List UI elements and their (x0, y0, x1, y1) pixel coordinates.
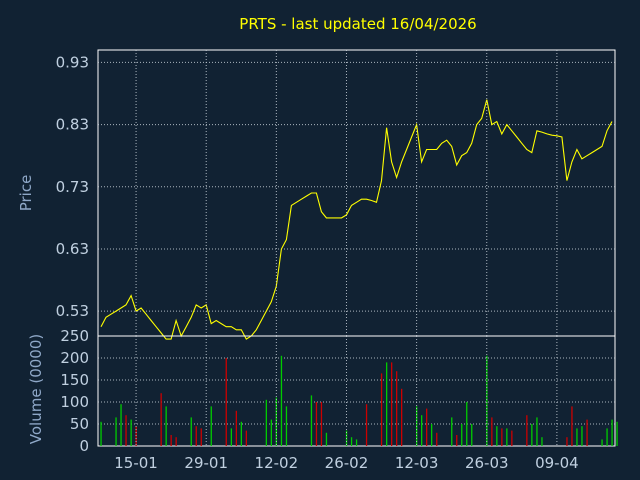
volume-bar (160, 393, 162, 446)
volume-bar (380, 373, 383, 446)
volume-bar (115, 417, 117, 446)
date-tick-labels: 15-01 29-01 12-02 26-02 12-03 26-03 09-04 (114, 454, 578, 472)
volume-bar (386, 362, 388, 446)
volume-bar (355, 439, 358, 446)
volume-bar (511, 430, 513, 446)
volume-tick-label: 0 (79, 437, 89, 455)
date-tick-label: 12-03 (395, 454, 439, 472)
volume-bar (365, 404, 368, 446)
volume-bar (491, 417, 493, 446)
price-tick-label: 0.93 (56, 53, 89, 71)
volume-bar (436, 432, 438, 446)
price-tick-label: 0.83 (56, 116, 89, 134)
volume-tick-label: 100 (60, 393, 89, 411)
price-tick-label: 0.53 (56, 302, 89, 320)
volume-bar (616, 421, 618, 446)
price-series-line (100, 99, 613, 340)
volume-bar (421, 415, 423, 446)
volume-bar (240, 421, 242, 446)
volume-tick-label: 200 (60, 349, 89, 367)
volume-bar (396, 371, 398, 446)
volume-bar (431, 424, 433, 446)
volume-bar (566, 437, 568, 446)
volume-bar (426, 408, 428, 446)
volume-bar (315, 402, 318, 446)
volume-tick-label: 250 (60, 327, 89, 345)
volume-bar (270, 419, 272, 446)
volume-bar (461, 424, 463, 446)
volume-bar (265, 399, 267, 446)
volume-bar (486, 355, 488, 446)
volume-tick-label: 150 (60, 371, 89, 389)
volume-bar (496, 426, 498, 446)
price-panel-frame (97, 49, 616, 337)
volume-bar (200, 428, 202, 446)
volume-bar (541, 437, 543, 446)
date-tick-label: 09-04 (535, 454, 579, 472)
volume-bar (586, 419, 588, 446)
volume-bar (391, 362, 393, 446)
volume-bar (165, 406, 167, 446)
volume-bar (606, 428, 608, 446)
volume-bar (576, 428, 578, 446)
volume-bar (310, 395, 313, 446)
volume-bar (170, 435, 172, 446)
volume-bar (526, 415, 528, 446)
volume-bar (235, 410, 237, 446)
volume-bar (125, 415, 127, 446)
volume-bar (581, 426, 583, 446)
volume-bar (506, 428, 508, 446)
volume-bar (280, 355, 283, 446)
volume-bar (100, 421, 102, 446)
date-tick-label: 29-01 (184, 454, 228, 472)
volume-bar (320, 402, 323, 446)
volume-bar (466, 402, 468, 446)
volume-bar (190, 417, 192, 446)
volume-bar (350, 437, 353, 446)
date-tick-label: 26-03 (465, 454, 509, 472)
volume-bar (245, 430, 247, 446)
volume-bar (611, 419, 613, 446)
volume-bar (325, 432, 328, 446)
volume-bar (225, 358, 227, 446)
price-tick-label: 0.63 (56, 240, 89, 258)
date-tick-label: 26-02 (325, 454, 369, 472)
volume-bar (135, 426, 137, 446)
volume-bar (195, 426, 197, 446)
volume-bar (501, 428, 503, 446)
volume-gridlines (98, 357, 615, 425)
volume-bar (401, 388, 403, 446)
volume-bar (285, 406, 288, 446)
date-gridlines (135, 50, 558, 446)
volume-bar (175, 437, 177, 446)
volume-bar (536, 417, 538, 446)
volume-bar (451, 417, 453, 446)
volume-axis-label: Volume (0000) (27, 334, 45, 444)
volume-bar (230, 428, 232, 446)
volume-bar (471, 424, 473, 446)
price-y-tick-labels: 0.93 0.83 0.73 0.63 0.53 (56, 53, 89, 320)
price-tick-label: 0.73 (56, 178, 89, 196)
volume-bar (120, 404, 122, 446)
date-tick-label: 15-01 (114, 454, 158, 472)
date-tick-label: 12-02 (255, 454, 299, 472)
volume-tick-label: 50 (70, 415, 89, 433)
volume-bar (130, 419, 132, 446)
volume-bars (100, 355, 618, 446)
volume-y-tick-labels: 250 200 150 100 50 0 (60, 327, 89, 455)
price-gridlines (98, 61, 615, 312)
volume-bar (456, 435, 458, 446)
volume-bar (531, 424, 533, 446)
volume-bar (210, 406, 212, 446)
volume-bar (571, 406, 573, 446)
chart-title: PRTS - last updated 16/04/2026 (239, 15, 476, 33)
volume-bar (275, 397, 277, 446)
price-axis-label: Price (17, 175, 35, 212)
volume-bar (601, 439, 603, 446)
